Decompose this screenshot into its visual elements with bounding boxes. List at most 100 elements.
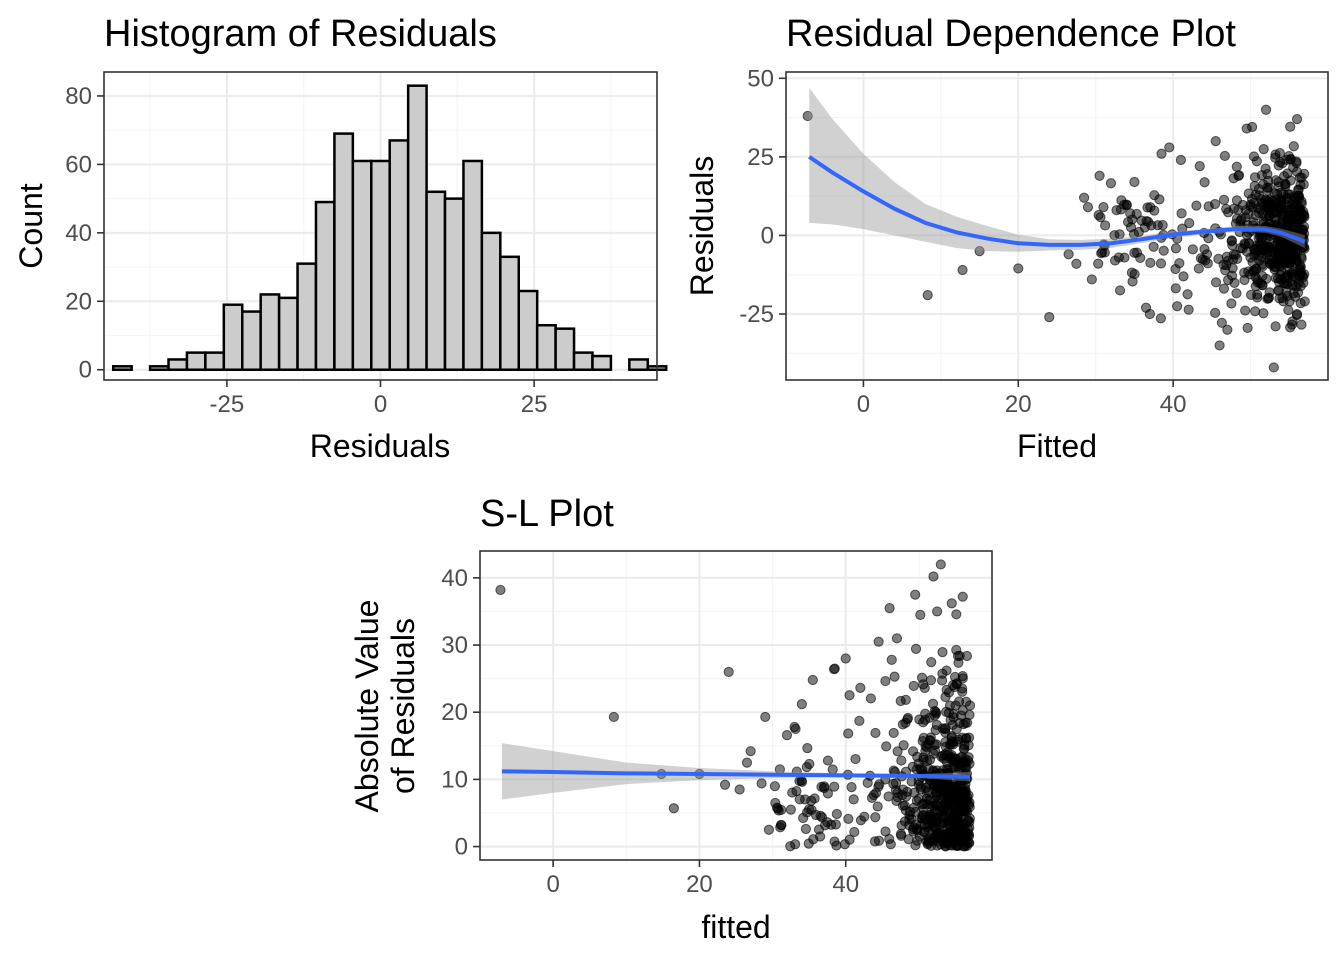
sl-plot-x-tick-label: 40 — [832, 871, 859, 898]
sl-plot-y-tick-label: 20 — [441, 699, 468, 726]
abs-residual-point — [949, 753, 960, 764]
histogram-bar — [517, 289, 539, 371]
abs-residual-point — [955, 800, 966, 812]
abs-residual-point — [789, 721, 800, 733]
abs-residual-point — [932, 606, 943, 617]
abs-residual-point — [931, 782, 942, 793]
abs-residual-point — [843, 728, 854, 739]
abs-residual-point — [910, 643, 922, 654]
residual-point — [1170, 263, 1181, 275]
abs-residual-point — [940, 727, 951, 738]
abs-residual-point — [734, 784, 745, 795]
abs-residual-point — [908, 746, 919, 757]
abs-residual-point — [855, 815, 867, 826]
residual-point — [1218, 194, 1230, 205]
histogram-axis-ticks: -25 0 25 0 20 40 60 80 — [65, 83, 547, 418]
abs-residual-point — [942, 815, 953, 826]
abs-residual-point — [895, 695, 906, 707]
residual-point — [1013, 263, 1024, 274]
residual-point — [1233, 170, 1244, 182]
residual-point — [1214, 340, 1225, 351]
abs-residual-point — [723, 666, 734, 678]
abs-residual-point — [790, 839, 801, 850]
abs-residual-point — [889, 671, 900, 682]
residual-point — [1210, 277, 1222, 288]
abs-residual-point — [884, 833, 895, 845]
residual-point — [1258, 144, 1269, 155]
residual-point — [1155, 313, 1166, 324]
abs-residual-point — [932, 840, 943, 851]
abs-residual-point — [926, 656, 937, 668]
abs-residual-point — [922, 785, 934, 796]
abs-residual-point — [881, 741, 892, 752]
abs-residual-point — [949, 833, 960, 844]
abs-residual-point — [940, 691, 951, 703]
abs-residual-point — [954, 650, 965, 661]
abs-residual-point — [840, 653, 851, 664]
histogram-x-axis-title: Residuals — [310, 428, 451, 464]
residual-point — [1276, 242, 1287, 253]
abs-residual-point — [854, 715, 865, 726]
residual-point — [1146, 220, 1157, 231]
abs-residual-point — [839, 839, 850, 850]
abs-residual-point — [891, 633, 903, 644]
histogram-bar — [499, 255, 521, 371]
residual-point — [1071, 258, 1082, 269]
abs-residual-point — [939, 828, 950, 840]
residual-point — [1079, 192, 1090, 203]
residual-point — [957, 264, 968, 276]
abs-residual-point — [769, 781, 780, 792]
abs-residual-point — [873, 781, 884, 792]
histogram-bar — [314, 200, 336, 371]
abs-residual-point — [935, 559, 946, 570]
residual-point — [1133, 226, 1144, 238]
histogram-bar — [370, 159, 391, 371]
abs-residual-point — [892, 792, 903, 803]
histogram-title: Histogram of Residuals — [104, 13, 497, 55]
residual-point — [1170, 243, 1182, 254]
residual-point — [1231, 161, 1242, 172]
residual-point — [1299, 269, 1310, 280]
abs-residual-point — [846, 782, 857, 793]
abs-residual-point — [802, 742, 813, 754]
abs-residual-point — [924, 735, 936, 746]
abs-residual-point — [866, 792, 878, 803]
residual-point — [1240, 305, 1251, 316]
sl-plot-y-axis-title: Absolute Value of Residuals — [349, 600, 421, 813]
histogram-bar — [204, 351, 226, 371]
residual-point — [1199, 177, 1210, 188]
abs-residual-point — [951, 609, 962, 620]
abs-residual-point — [951, 821, 962, 833]
residual-point — [1170, 283, 1181, 294]
abs-residual-point — [927, 698, 939, 709]
residual-point — [1148, 241, 1159, 252]
abs-residual-point — [931, 719, 942, 731]
residual-point — [1260, 104, 1272, 115]
abs-residual-point — [959, 740, 970, 751]
abs-residual-point — [776, 820, 787, 831]
residual-point — [1296, 319, 1307, 330]
residual-point — [1285, 322, 1296, 333]
residual-point — [1155, 258, 1167, 269]
histogram-y-tick-label: 80 — [65, 83, 92, 110]
residual-point — [1175, 154, 1186, 166]
residual-point — [1100, 220, 1111, 231]
abs-residual-point — [915, 609, 926, 620]
residual-point — [974, 246, 985, 257]
residual-dependence-y-tick-label: 50 — [747, 65, 774, 92]
residual-point — [1063, 249, 1074, 260]
sl-plot-panel: S-L Plot 0 20 40 0 10 20 30 40 fitted Absolute … — [349, 493, 993, 945]
residual-point — [1291, 114, 1303, 125]
residual-point — [1242, 322, 1253, 334]
abs-residual-point — [946, 736, 957, 747]
abs-residual-point — [941, 665, 952, 676]
sl-plot-gridlines — [480, 551, 992, 860]
abs-residual-point — [900, 717, 911, 728]
residual-dependence-x-tick-label: 40 — [1160, 391, 1187, 418]
histogram-bar — [296, 262, 318, 371]
residual-point — [1157, 219, 1168, 231]
abs-residual-point — [912, 825, 923, 836]
residual-point — [1158, 245, 1169, 256]
sl-plot-y-tick-label: 40 — [441, 565, 468, 592]
